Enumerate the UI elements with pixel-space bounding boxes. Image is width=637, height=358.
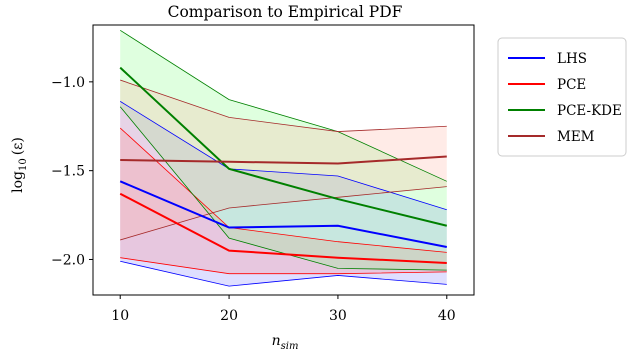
y-axis-ticks: −2.0 −1.5 −1.0 <box>51 75 93 268</box>
x-axis-label: nsim <box>272 333 299 352</box>
legend-label-lhs: LHS <box>557 51 587 67</box>
y-axis-label: log10(ε) <box>10 137 29 193</box>
x-tick-label: 10 <box>111 308 129 324</box>
legend-label-mem: MEM <box>557 129 595 145</box>
mean-line-mem <box>120 155 447 165</box>
upper-bound-pce <box>119 127 447 253</box>
mean-line-pce <box>119 192 447 265</box>
x-tick-label: 40 <box>438 308 456 324</box>
x-axis-ticks: 10 20 30 40 <box>111 295 456 324</box>
y-tick-label: −2.0 <box>51 252 85 268</box>
upper-bound-lhs <box>120 101 447 211</box>
lower-bound-mem <box>120 186 447 241</box>
lower-bound-pce <box>120 257 447 275</box>
mean-lines <box>119 66 448 265</box>
legend-box <box>497 37 627 157</box>
x-tick-label: 20 <box>220 308 238 324</box>
legend: LHS PCE PCE-KDE MEM <box>497 37 627 157</box>
chart-title: Comparison to Empirical PDF <box>168 3 403 21</box>
plot-frame <box>92 24 475 296</box>
lower-bound-lhs <box>120 260 447 287</box>
x-tick-label: 30 <box>329 308 347 324</box>
mean-line-pce-kde <box>119 66 448 227</box>
upper-bound-pce-kde <box>119 29 447 182</box>
y-tick-label: −1.0 <box>51 75 85 91</box>
band-mem <box>120 80 447 240</box>
upper-bound-mem <box>120 79 447 132</box>
band-pce-kde <box>120 30 447 271</box>
mean-line-lhs <box>119 180 447 249</box>
legend-label-pce: PCE <box>557 77 586 93</box>
legend-label-pce-kde: PCE-KDE <box>557 103 622 119</box>
y-tick-label: −1.5 <box>51 164 85 180</box>
band-lhs <box>120 101 447 287</box>
